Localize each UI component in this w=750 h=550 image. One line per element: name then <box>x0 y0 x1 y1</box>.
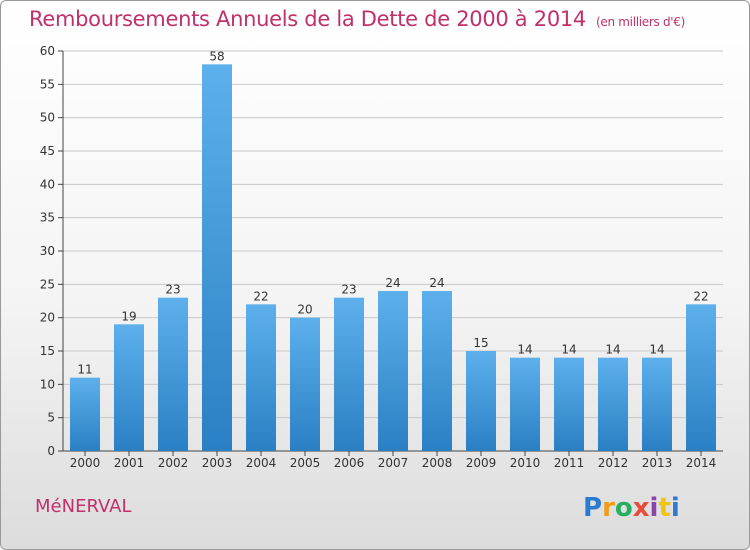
commune-name: MéNERVAL <box>35 496 132 517</box>
x-tick-label: 2011 <box>554 456 585 470</box>
proxiti-logo: Proxiti <box>583 493 680 523</box>
y-tick-label: 20 <box>40 311 55 325</box>
x-tick-label: 2006 <box>334 456 365 470</box>
y-tick-label: 60 <box>40 44 55 58</box>
y-tick-label: 25 <box>40 277 55 291</box>
bar <box>422 291 452 451</box>
bar <box>686 304 716 451</box>
chart-title: Remboursements Annuels de la Dette de 20… <box>29 7 685 31</box>
bar <box>202 64 232 452</box>
y-tick-label: 0 <box>47 444 55 458</box>
bars <box>70 64 716 452</box>
x-tick-label: 2002 <box>158 456 189 470</box>
data-label: 15 <box>473 336 488 350</box>
x-tick-label: 2004 <box>246 456 277 470</box>
x-tick-label: 2009 <box>466 456 497 470</box>
y-tick-label: 40 <box>40 177 55 191</box>
y-tick-label: 35 <box>40 211 55 225</box>
bar <box>246 304 276 451</box>
y-tick-label: 55 <box>40 77 55 91</box>
data-label: 14 <box>605 343 620 357</box>
x-tick-label: 2013 <box>642 456 673 470</box>
x-tick-label: 2010 <box>510 456 541 470</box>
bar <box>466 351 496 451</box>
data-label: 24 <box>429 276 444 290</box>
data-label: 14 <box>649 343 664 357</box>
bar <box>642 357 672 451</box>
x-tick-label: 2012 <box>598 456 629 470</box>
data-label: 14 <box>561 343 576 357</box>
y-tick-label: 50 <box>40 111 55 125</box>
bar <box>598 357 628 451</box>
x-tick-label: 2005 <box>290 456 321 470</box>
bar <box>554 357 584 451</box>
y-tick-label: 10 <box>40 377 55 391</box>
chart-unit: (en milliers d'€) <box>596 15 686 29</box>
x-tick-label: 2014 <box>686 456 717 470</box>
data-label: 22 <box>253 289 268 303</box>
y-tick-label: 5 <box>47 411 55 425</box>
bar <box>70 377 100 451</box>
x-tick-label: 2007 <box>378 456 409 470</box>
data-label: 24 <box>385 276 400 290</box>
data-label: 23 <box>341 283 356 297</box>
data-label: 58 <box>209 49 224 63</box>
data-label: 23 <box>165 283 180 297</box>
bar <box>510 357 540 451</box>
x-tick-label: 2001 <box>114 456 145 470</box>
y-tick-label: 15 <box>40 344 55 358</box>
chart-title-text: Remboursements Annuels de la Dette de 20… <box>29 7 586 31</box>
x-tick-label: 2000 <box>70 456 101 470</box>
x-tick-label: 2008 <box>422 456 453 470</box>
y-tick-label: 30 <box>40 244 55 258</box>
svg-text:Proxiti: Proxiti <box>583 493 680 523</box>
data-label: 22 <box>693 289 708 303</box>
bar <box>290 317 320 451</box>
data-label: 11 <box>77 363 92 377</box>
bar <box>114 324 144 451</box>
y-tick-label: 45 <box>40 144 55 158</box>
bar <box>334 297 364 451</box>
x-tick-label: 2003 <box>202 456 233 470</box>
labels: 0 5 10 15 20 25 30 35 40 45 50 55 60 11 2000 19 2001 23 20… <box>40 44 717 470</box>
data-label: 19 <box>121 309 136 323</box>
data-label: 20 <box>297 303 312 317</box>
bar <box>158 297 188 451</box>
bar <box>378 291 408 451</box>
data-label: 14 <box>517 343 532 357</box>
